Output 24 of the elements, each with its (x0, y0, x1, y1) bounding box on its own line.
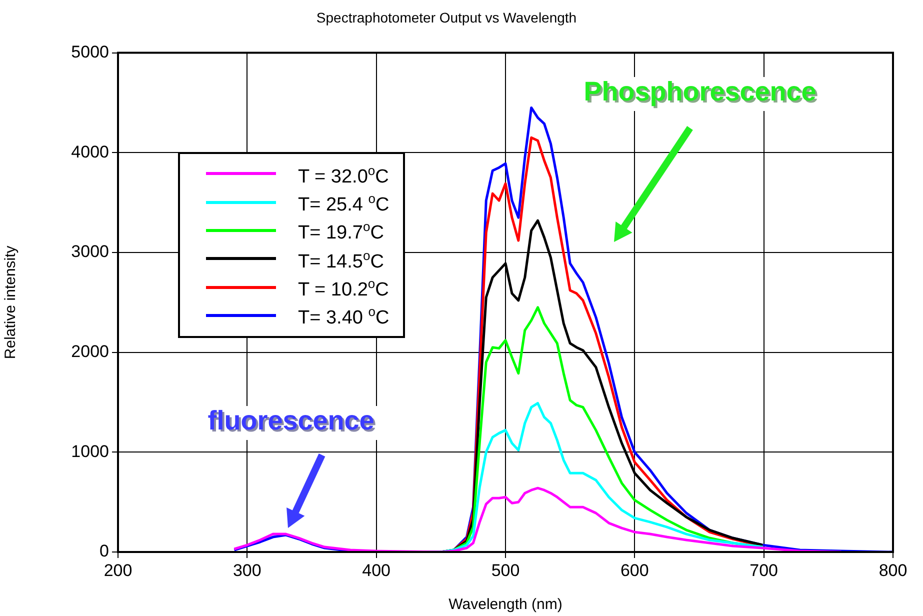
annotation: fluorescence (210, 407, 376, 438)
legend-label: T= 25.4 $^{o}$C (298, 190, 390, 216)
x-tick-label: 200 (104, 560, 132, 580)
annotation: Phosphorescence (586, 78, 818, 108)
legend-label: T= 14.5$^{o}$C (298, 246, 384, 274)
x-tick-label: 700 (750, 560, 778, 580)
legend-label: T = 32.0$^{o}$C (298, 162, 389, 188)
x-tick-label: 800 (878, 560, 908, 580)
x-tick-label: 600 (620, 560, 649, 580)
y-axis-title: Relative intensity (2, 245, 20, 360)
legend-label: T= 3.40 $^{o}$C (298, 303, 390, 330)
y-tick-label: 1000 (71, 442, 109, 461)
x-axis-title: Wavelength (nm) (448, 596, 562, 614)
x-tick-label: 500 (491, 560, 520, 580)
y-tick-label: 4000 (71, 142, 109, 162)
legend-label: T= 19.7$^{o}$C (298, 218, 384, 245)
y-tick-label: 3000 (71, 242, 109, 262)
y-tick-label: 5000 (71, 42, 109, 62)
y-tick-label: 2000 (71, 342, 109, 362)
chart-title: Spectraphotometer Output vs Wavelength (316, 9, 577, 26)
y-tick-label: 0 (100, 542, 109, 561)
x-tick-label: 300 (232, 560, 262, 580)
legend-label: T = 10.2$^{o}$C (298, 275, 389, 302)
x-tick-label: 400 (362, 560, 391, 580)
